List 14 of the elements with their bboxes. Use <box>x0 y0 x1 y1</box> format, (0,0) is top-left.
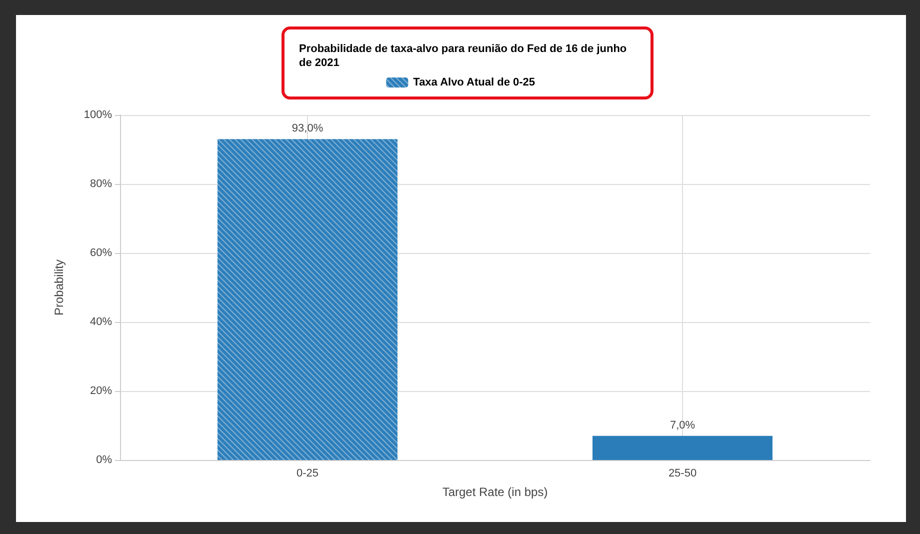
y-axis-title: Probability <box>52 259 66 316</box>
x-axis-title: Target Rate (in bps) <box>442 485 548 499</box>
x-tick-label: 25-50 <box>668 468 697 480</box>
y-tick-label: 60% <box>90 247 112 259</box>
y-tick-label: 40% <box>90 316 112 328</box>
data-label: 7,0% <box>670 419 696 432</box>
x-tick-label: 0-25 <box>296 468 319 480</box>
y-tick-label: 0% <box>96 454 112 466</box>
y-tick-label: 20% <box>90 385 112 397</box>
data-label: 93,0% <box>292 122 324 135</box>
y-tick-label: 100% <box>84 109 112 121</box>
legend-label: Taxa Alvo Atual de 0-25 <box>413 76 536 88</box>
y-tick-label: 80% <box>90 178 112 190</box>
chart-title: Probabilidade de taxa-alvo para reunião do Fed de 16 de junho de 2021 <box>299 43 630 69</box>
